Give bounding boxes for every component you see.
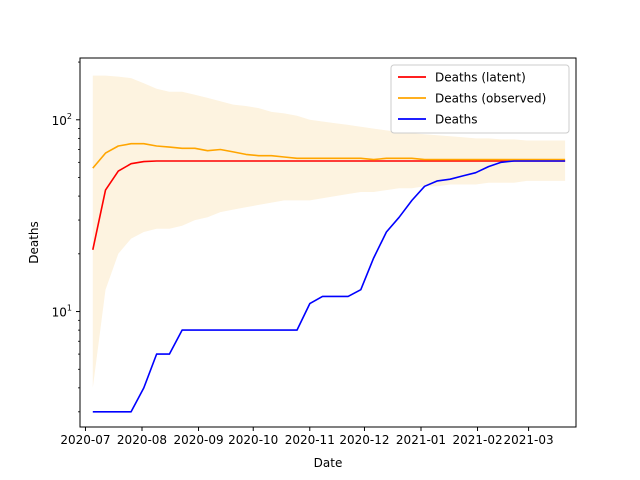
uncertainty-band — [92, 75, 566, 388]
x-tick-label: 2020-11 — [285, 433, 335, 447]
x-tick-label: 2021-01 — [396, 433, 446, 447]
series-line-0 — [92, 160, 566, 250]
series-line-1 — [92, 142, 566, 169]
legend-label: Deaths (observed) — [435, 92, 546, 106]
y-tick-label: 101 — [52, 304, 72, 320]
x-tick-label: 2021-02 — [452, 433, 502, 447]
plot-area — [92, 75, 566, 413]
y-tick-label: 102 — [52, 112, 72, 128]
y-axis-label: Deaths — [27, 221, 41, 264]
axes-frame — [79, 57, 577, 428]
legend-box — [390, 64, 570, 134]
x-tick-label: 2020-09 — [173, 433, 223, 447]
x-tick-label: 2021-03 — [504, 433, 554, 447]
y-axis: 101 102 — [52, 61, 80, 413]
x-tick-label: 2020-10 — [228, 433, 278, 447]
x-tick-label: 2020-07 — [60, 433, 110, 447]
legend-label: Deaths — [435, 113, 478, 127]
legend: Deaths (latent) Deaths (observed) Deaths — [390, 64, 570, 134]
x-tick-label: 2020-08 — [117, 433, 167, 447]
x-axis-label: Date — [314, 456, 343, 470]
series-line-2 — [92, 160, 566, 413]
legend-label: Deaths (latent) — [435, 71, 526, 85]
x-tick-label: 2020-12 — [339, 433, 389, 447]
x-axis: 2020-07 2020-08 2020-09 2020-10 2020-11 2020-… — [60, 427, 554, 447]
